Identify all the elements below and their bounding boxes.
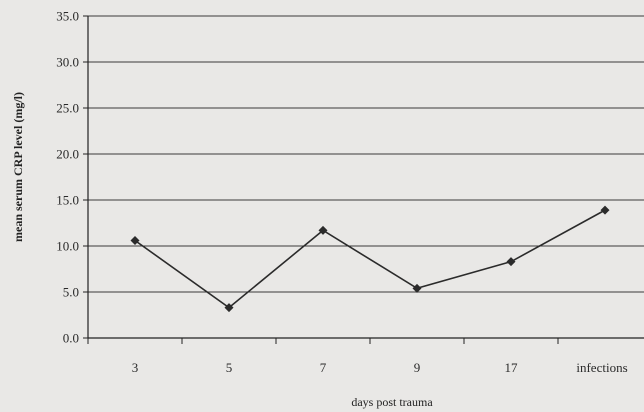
x-tick-label: 9 (414, 360, 421, 375)
data-point (130, 235, 140, 245)
x-tick-label: 3 (132, 360, 139, 375)
x-tick-label: infections (576, 360, 627, 375)
data-point (506, 257, 516, 267)
x-tick-labels: 3 5 7 9 17 infections (87, 338, 628, 375)
y-tick-labels: 0.0 5.0 10.0 15.0 20.0 25.0 30.0 35.0 (56, 9, 88, 346)
y-tick-label: 35.0 (56, 9, 79, 24)
y-tick-label: 10.0 (56, 239, 79, 254)
series-line (134, 209, 606, 309)
data-point (224, 303, 234, 313)
y-tick-label: 25.0 (56, 101, 79, 116)
y-axis-label: mean serum CRP level (mg/l) (11, 92, 25, 242)
data-point (318, 225, 328, 235)
x-tick-label: 17 (505, 360, 519, 375)
y-tick-label: 15.0 (56, 193, 79, 208)
series-group (130, 205, 610, 313)
y-tick-label: 30.0 (56, 55, 79, 70)
x-axis-label: days post trauma (351, 395, 433, 409)
y-tick-label: 5.0 (63, 285, 79, 300)
grid-lines (88, 15, 644, 293)
y-tick-label: 0.0 (63, 331, 79, 346)
x-tick-label: 5 (226, 360, 233, 375)
y-tick-label: 20.0 (56, 147, 79, 162)
data-point (412, 283, 422, 293)
data-point (600, 205, 610, 215)
x-tick-label: 7 (320, 360, 327, 375)
